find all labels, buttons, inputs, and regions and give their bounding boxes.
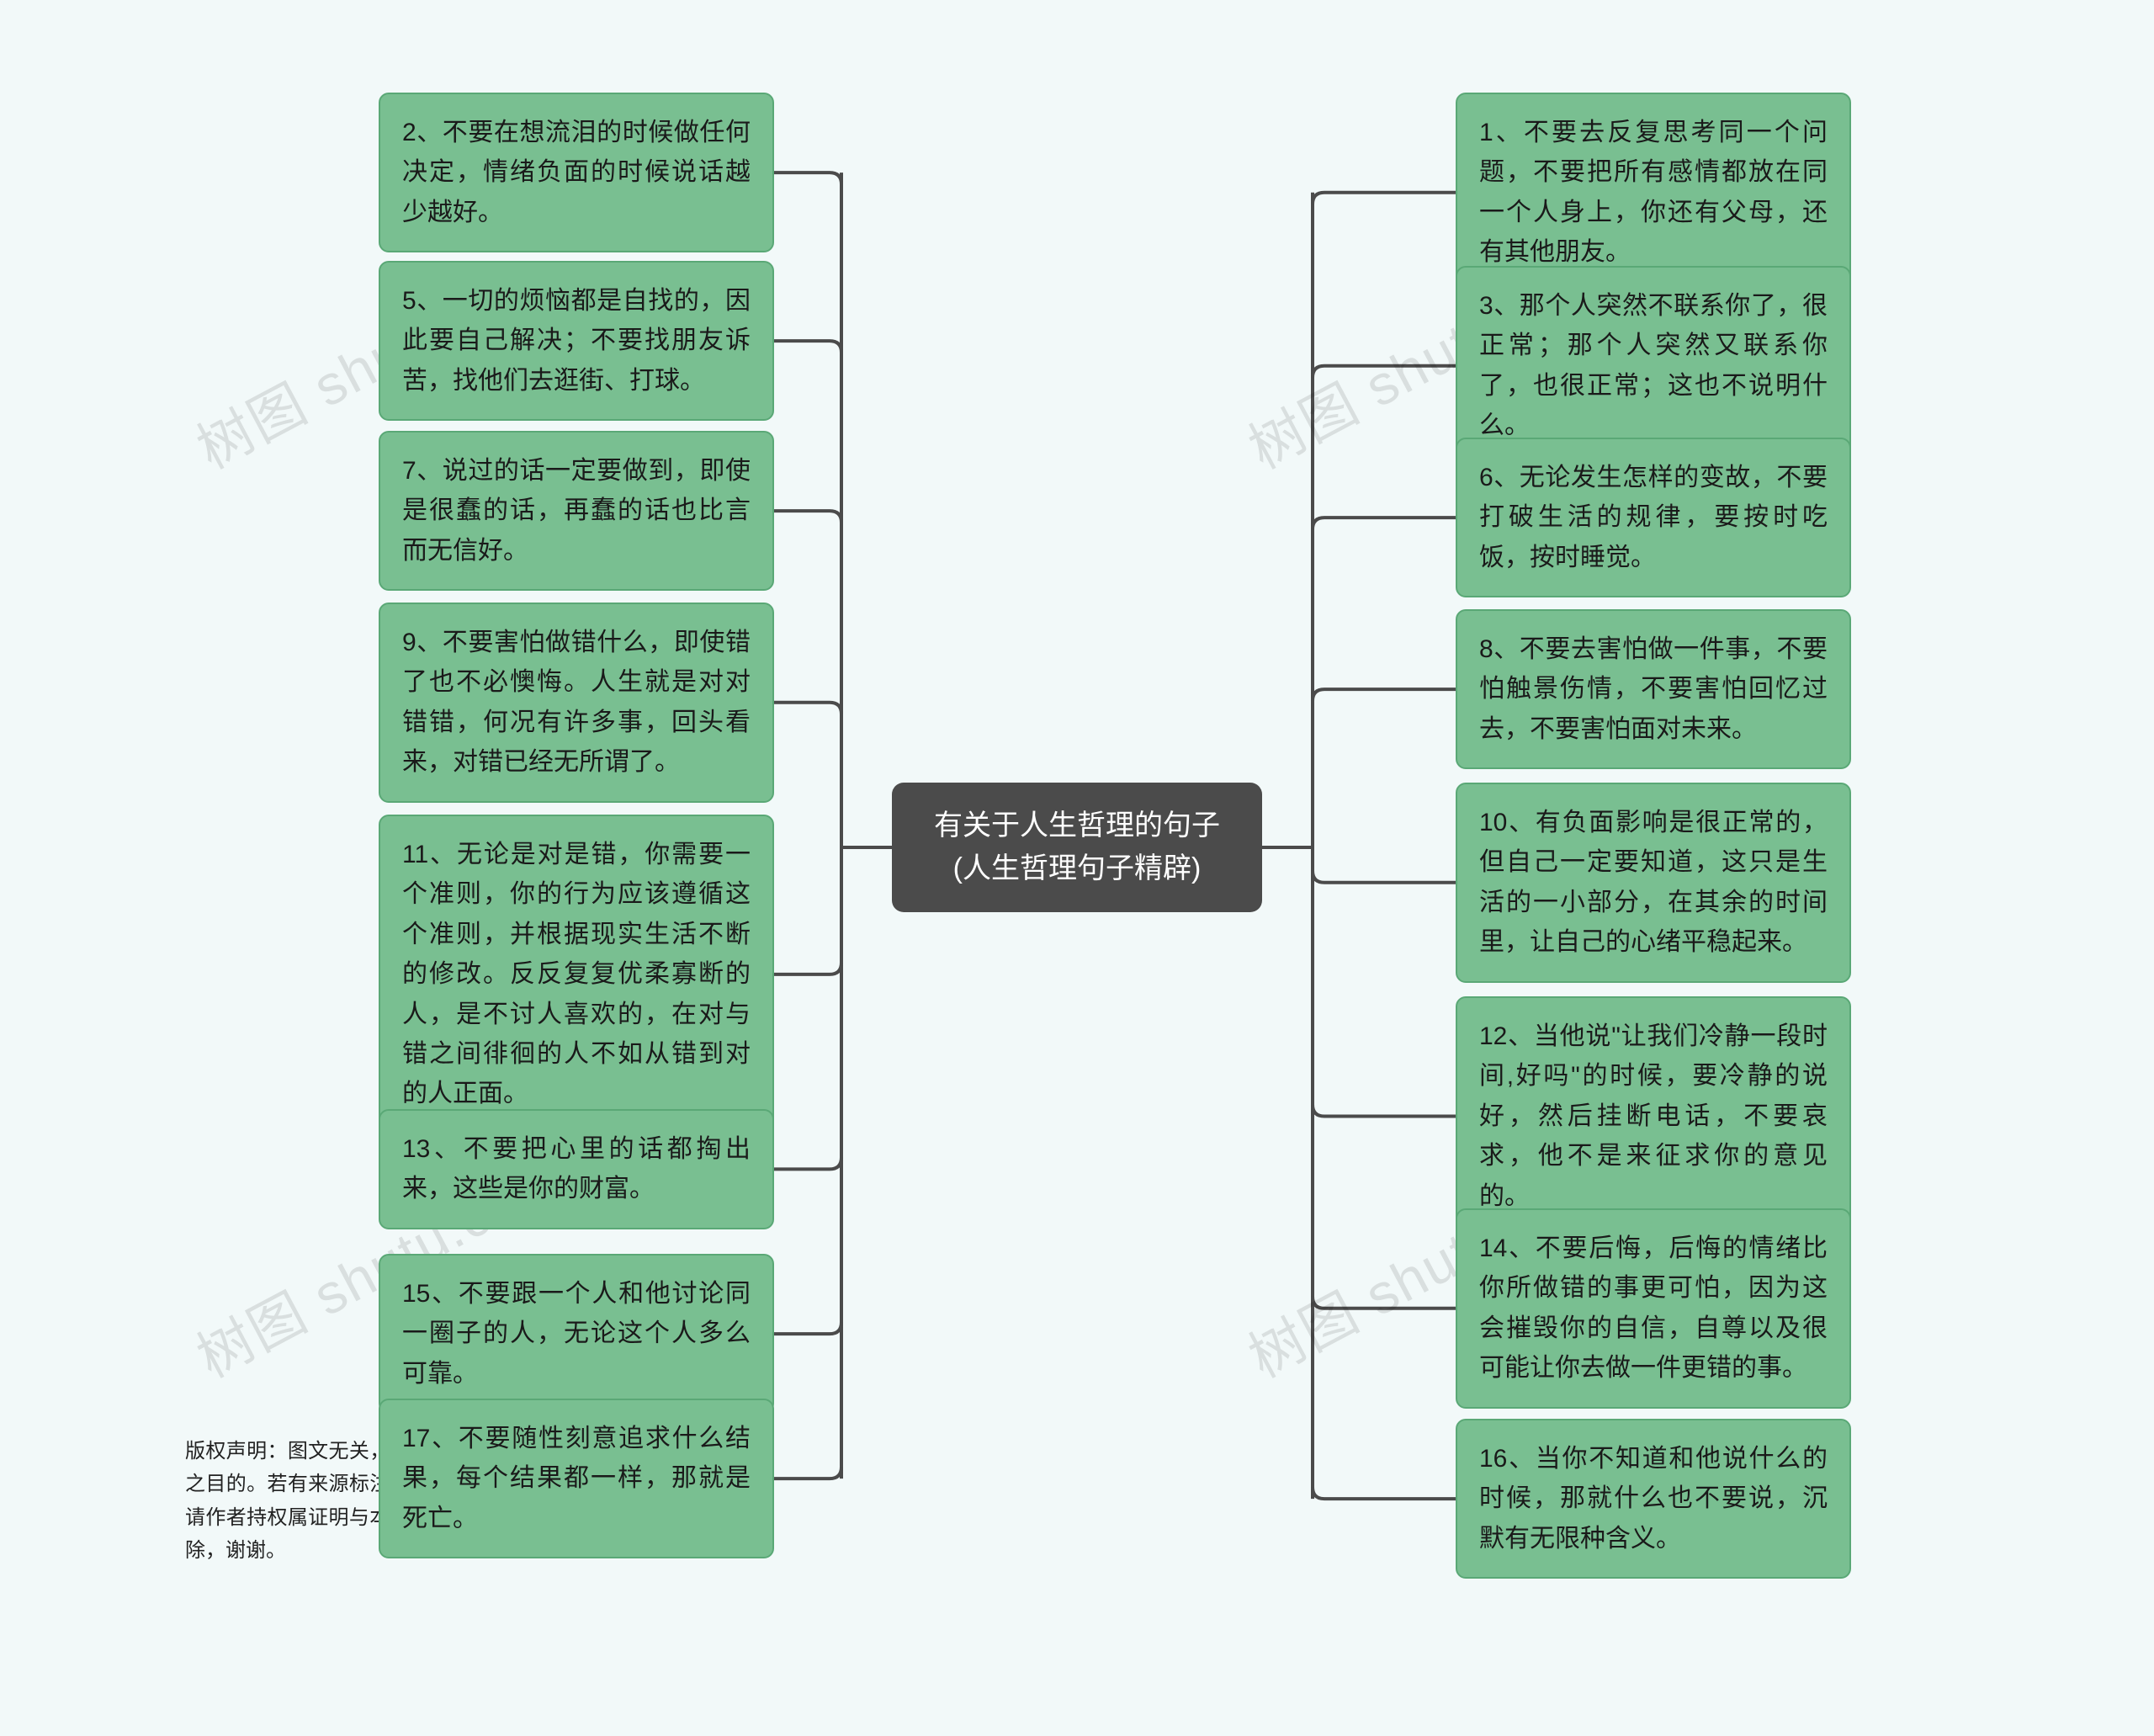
connector [774, 1467, 841, 1479]
leaf-node: 11、无论是对是错，你需要一个准则，你的行为应该遵循这个准则，并根据现实生活不断… [379, 815, 774, 1134]
leaf-node: 3、那个人突然不联系你了，很正常；那个人突然又联系你了，也很正常；这也不说明什么… [1456, 266, 1851, 466]
leaf-text: 5、一切的烦恼都是自找的，因此要自己解决；不要找朋友诉苦，找他们去逛街、打球。 [402, 287, 751, 395]
leaf-text: 16、当你不知道和他说什么的时候，那就什么也不要说，沉默有无限种含义。 [1479, 1445, 1828, 1553]
leaf-node: 9、不要害怕做错什么，即使错了也不必懊悔。人生就是对对错错，何况有许多事，回头看… [379, 603, 774, 803]
mindmap-canvas: 有关于人生哲理的句子(人生哲理句子精辟) 版权声明：图文无关，转载此文是出于传递… [0, 0, 2154, 1736]
center-node: 有关于人生哲理的句子(人生哲理句子精辟) [892, 783, 1262, 912]
leaf-node: 16、当你不知道和他说什么的时候，那就什么也不要说，沉默有无限种含义。 [1456, 1419, 1851, 1579]
leaf-text: 12、当他说"让我们冷静一段时间,好吗"的时候，要冷静的说好，然后挂断电话，不要… [1479, 1022, 1828, 1210]
leaf-text: 15、不要跟一个人和他讨论同一圈子的人，无论这个人多么可靠。 [402, 1280, 751, 1388]
leaf-node: 12、当他说"让我们冷静一段时间,好吗"的时候，要冷静的说好，然后挂断电话，不要… [1456, 996, 1851, 1236]
connector [774, 1322, 841, 1334]
connector [1313, 193, 1456, 204]
connector [1313, 518, 1456, 529]
connector [774, 1157, 841, 1169]
leaf-node: 13、不要把心里的话都掏出来，这些是你的财富。 [379, 1109, 774, 1229]
leaf-node: 2、不要在想流泪的时候做任何决定，情绪负面的时候说话越少越好。 [379, 93, 774, 252]
leaf-text: 9、不要害怕做错什么，即使错了也不必懊悔。人生就是对对错错，何况有许多事，回头看… [402, 629, 751, 776]
leaf-text: 14、不要后悔，后悔的情绪比你所做错的事更可怕，因为这会摧毁你的自信，自尊以及很… [1479, 1234, 1828, 1382]
connector [1313, 871, 1456, 883]
leaf-node: 5、一切的烦恼都是自找的，因此要自己解决；不要找朋友诉苦，找他们去逛街、打球。 [379, 261, 774, 421]
connector [1313, 1487, 1456, 1499]
leaf-node: 10、有负面影响是很正常的，但自己一定要知道，这只是生活的一小部分，在其余的时间… [1456, 783, 1851, 983]
connector [774, 963, 841, 974]
leaf-node: 6、无论发生怎样的变故，不要打破生活的规律，要按时吃饭，按时睡觉。 [1456, 438, 1851, 597]
leaf-node: 15、不要跟一个人和他讨论同一圈子的人，无论这个人多么可靠。 [379, 1254, 774, 1414]
leaf-text: 13、不要把心里的话都掏出来，这些是你的财富。 [402, 1135, 751, 1202]
connector [774, 703, 841, 714]
connector [1313, 1104, 1456, 1116]
leaf-text: 8、不要去害怕做一件事，不要怕触景伤情，不要害怕回忆过去，不要害怕面对未来。 [1479, 635, 1828, 743]
connector [1313, 366, 1456, 378]
leaf-text: 1、不要去反复思考同一个问题，不要把所有感情都放在同一个人身上，你还有父母，还有… [1479, 119, 1828, 266]
center-node-text: 有关于人生哲理的句子(人生哲理句子精辟) [934, 810, 1220, 884]
leaf-text: 17、不要随性刻意追求什么结果，每个结果都一样，那就是死亡。 [402, 1425, 751, 1532]
leaf-node: 14、不要后悔，后悔的情绪比你所做错的事更可怕，因为这会摧毁你的自信，自尊以及很… [1456, 1208, 1851, 1409]
connector [774, 341, 841, 353]
leaf-text: 3、那个人突然不联系你了，很正常；那个人突然又联系你了，也很正常；这也不说明什么… [1479, 292, 1828, 439]
leaf-text: 11、无论是对是错，你需要一个准则，你的行为应该遵循这个准则，并根据现实生活不断… [402, 841, 751, 1107]
leaf-node: 17、不要随性刻意追求什么结果，每个结果都一样，那就是死亡。 [379, 1399, 774, 1558]
connector [774, 511, 841, 523]
leaf-node: 8、不要去害怕做一件事，不要怕触景伤情，不要害怕回忆过去，不要害怕面对未来。 [1456, 609, 1851, 769]
connector [1313, 1297, 1456, 1309]
leaf-node: 1、不要去反复思考同一个问题，不要把所有感情都放在同一个人身上，你还有父母，还有… [1456, 93, 1851, 293]
leaf-text: 10、有负面影响是很正常的，但自己一定要知道，这只是生活的一小部分，在其余的时间… [1479, 809, 1828, 956]
leaf-text: 2、不要在想流泪的时候做任何决定，情绪负面的时候说话越少越好。 [402, 119, 751, 226]
connector [1313, 689, 1456, 701]
leaf-text: 7、说过的话一定要做到，即使是很蠢的话，再蠢的话也比言而无信好。 [402, 457, 751, 565]
connector [774, 173, 841, 184]
leaf-text: 6、无论发生怎样的变故，不要打破生活的规律，要按时吃饭，按时睡觉。 [1479, 464, 1828, 571]
leaf-node: 7、说过的话一定要做到，即使是很蠢的话，再蠢的话也比言而无信好。 [379, 431, 774, 591]
